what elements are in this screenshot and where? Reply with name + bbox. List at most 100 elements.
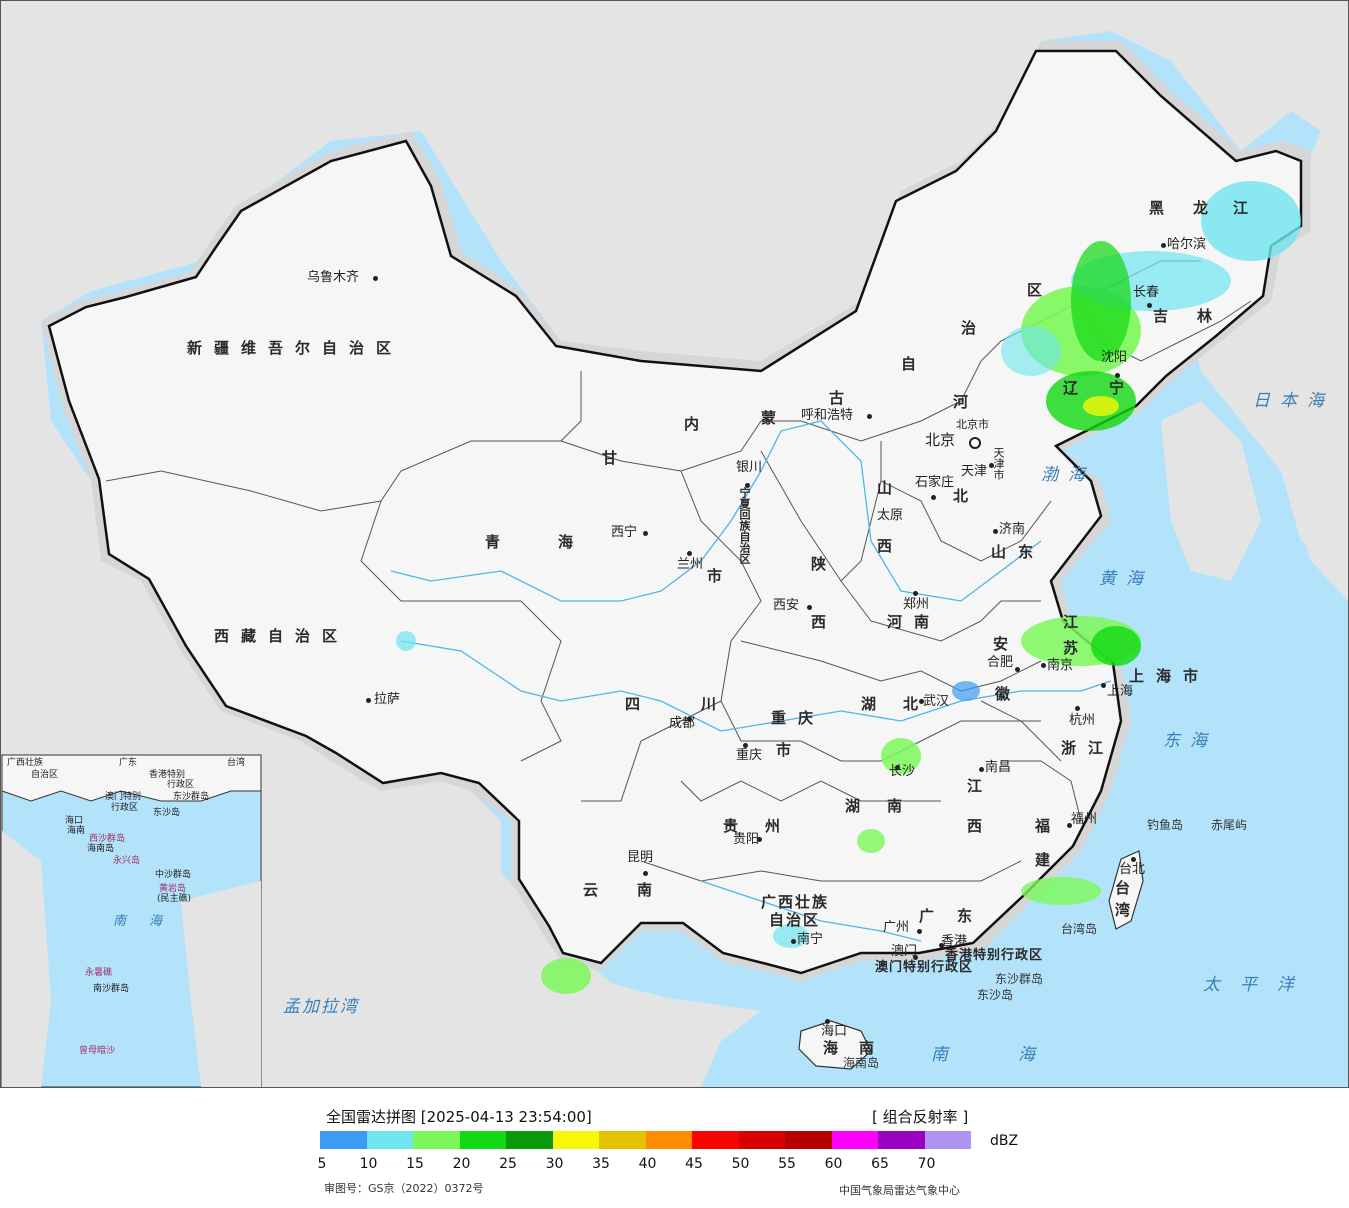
province-label: 江 [1233,199,1261,217]
legend-panel: 全国雷达拼图 [2025-04-13 23:54:00] [ 组合反射率 ] d… [0,1088,1349,1208]
city-label: 香港 [941,934,968,949]
province-label: 吉 [1153,307,1181,325]
province-label: 自 [901,355,929,373]
inset-label: 海 [149,914,173,929]
province-label: 建 [1035,851,1063,869]
province-label: 龙 [1193,199,1221,217]
province-label: 河南 [887,613,942,631]
province-label: 重庆 [771,709,826,727]
city-label: 西安 [773,598,800,613]
province-label: 南 [859,1039,887,1057]
city-dot [1131,857,1136,862]
color-swatch [320,1131,367,1149]
scale-tick-label: 15 [406,1156,424,1172]
city-dot [743,743,748,748]
province-label: 湾 [1115,901,1143,919]
province-label: 西藏自治区 [214,627,350,645]
inset-label: 南 [113,914,137,929]
city-label: 乌鲁木齐 [307,270,360,285]
inset-label: 海口 [65,816,84,826]
color-swatch [599,1131,646,1149]
province-label: 上海市 [1129,667,1211,685]
taiwan-island [1108,850,1144,930]
city-dot [913,591,918,596]
island-label: 台湾岛 [1061,922,1098,936]
inset-label: 曾母暗沙 [79,1046,116,1056]
island-label: 东沙群岛 [995,972,1044,986]
scale-tick-label: 45 [685,1156,703,1172]
city-dot [373,276,378,281]
city-dot [931,495,936,500]
province-label: 治 [961,319,989,337]
city-label: 石家庄 [915,475,955,490]
province-label: 徽 [995,685,1023,703]
province-label: 林 [1197,307,1225,325]
inset-label: 台湾 [227,758,246,768]
neighbor-land [1,1,1348,1087]
city-dot [1147,303,1152,308]
city-label: 呼和浩特 [801,408,854,423]
island-label: 钓鱼岛 [1147,818,1184,832]
sea-label: 渤海 [1041,465,1095,485]
radar-echoes [396,181,1301,994]
sea-label: 南海 [931,1045,1105,1065]
city-dot [1161,243,1166,248]
province-label: 四 [625,695,653,713]
scale-tick-label: 20 [452,1156,471,1172]
city-dot [366,698,371,703]
city-dot [867,414,872,419]
inset-label: 海南 [67,826,86,836]
inset-label: 澳门特别 [105,792,142,802]
city-dot [917,929,922,934]
scale-tick-label: 5 [317,1156,327,1172]
scale-tick-label: 10 [359,1156,378,1172]
province-label: 澳门特别行政区 [875,960,974,975]
province-label: 新疆维吾尔自治区 [187,339,404,357]
province-label: 广 [919,907,947,925]
scale-tick-label: 30 [545,1156,564,1172]
city-label: 长春 [1133,285,1160,300]
color-swatch [459,1131,506,1149]
scale-tick-label: 25 [499,1156,517,1172]
inset-label: 永兴岛 [113,856,141,866]
province-label: 甘 [602,449,630,467]
japan-land [1291,361,1348,601]
city-label: 上海 [1107,684,1134,699]
province-label: 海 [823,1039,851,1057]
island-label: 海南岛 [843,1056,880,1070]
city-dot [939,943,944,948]
province-label: 陕 [811,555,839,573]
scale-tick-label: 70 [917,1156,936,1172]
radar-map: 新疆维吾尔自治区 西藏自治区 青 海 甘 内 蒙 古 自 治 区 黑 龙 江 吉… [0,0,1349,1088]
province-label: 浙江 [1061,739,1116,757]
province-label: 山 [877,479,905,497]
sea-asia-land [261,781,761,1087]
city-dot [913,955,918,960]
inset-label: 东沙岛 [153,808,181,818]
city-dot [1075,706,1080,711]
inset-label: 南沙群岛 [93,984,130,994]
color-swatch [924,1131,971,1149]
color-swatch [552,1131,599,1149]
province-label: 河 [953,393,981,411]
province-label: 云 [583,881,611,899]
city-dot [757,837,762,842]
sea-label: 太平洋 [1203,975,1314,995]
province-label: 北 [903,695,931,713]
province-label: 湖 [845,797,873,815]
review-number: 审图号：GS京（2022）0372号 [324,1182,484,1195]
color-scale-bar [320,1131,971,1149]
city-label: 南昌 [985,760,1012,775]
inset-label: 广西壮族 [7,758,44,768]
china-land [47,49,1303,975]
city-label: 重庆 [736,748,763,763]
city-dot [1067,823,1072,828]
scale-tick-label: 55 [778,1156,796,1172]
city-label: 拉萨 [374,692,401,707]
inset-land [1,754,262,802]
inset-label: 永暑礁 [85,968,113,978]
city-dot [979,767,984,772]
color-swatch [785,1131,832,1149]
province-label: 东 [957,907,985,925]
city-dot [807,605,812,610]
